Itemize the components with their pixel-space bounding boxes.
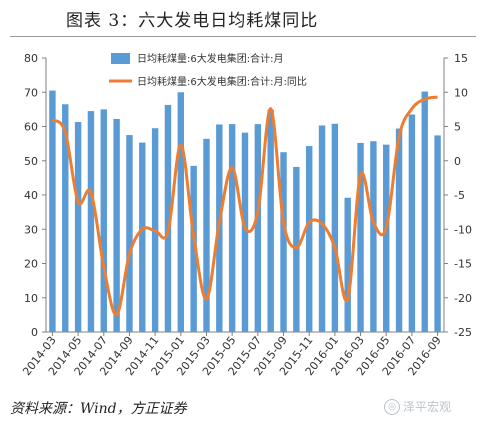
bar <box>100 109 107 332</box>
bar <box>254 124 262 332</box>
right-tick-label: 5 <box>454 121 461 134</box>
left-tick-label: 50 <box>24 155 38 168</box>
left-axis: 0 10 20 30 40 50 60 70 80 <box>24 52 46 339</box>
watermark-label: 泽平宏观 <box>403 400 452 414</box>
x-axis: 2014-032014-052014-072014-092014-112015-… <box>20 332 444 378</box>
bar <box>344 197 351 332</box>
bar <box>87 111 95 333</box>
bar <box>203 138 210 332</box>
right-tick-label: -25 <box>454 326 472 339</box>
bar <box>318 125 326 332</box>
bar <box>241 132 249 332</box>
left-tick-label: 60 <box>24 121 38 134</box>
yoy-line <box>51 95 438 317</box>
right-tick-label: -10 <box>454 223 472 236</box>
bar <box>331 123 339 332</box>
source-note: 资料来源：Wind，方正证券 <box>10 401 187 417</box>
bar <box>280 152 287 332</box>
bar <box>126 135 133 332</box>
right-tick-label: -5 <box>454 189 465 202</box>
bar <box>113 118 120 332</box>
bar-series <box>49 90 441 333</box>
bar <box>190 165 197 332</box>
left-tick-label: 40 <box>24 189 38 202</box>
left-tick-label: 80 <box>24 52 38 65</box>
bar <box>49 90 56 332</box>
left-tick-label: 30 <box>24 223 38 236</box>
bar <box>293 166 300 332</box>
right-tick-label: 0 <box>454 155 461 168</box>
left-tick-label: 0 <box>31 326 38 339</box>
right-axis: -25 -20 -15 -10 -5 0 5 10 15 <box>444 52 472 339</box>
bar <box>395 128 403 332</box>
bar <box>305 146 313 332</box>
bar <box>139 142 146 332</box>
right-tick-label: 10 <box>454 86 468 99</box>
left-tick-label: 70 <box>24 86 38 99</box>
right-tick-label: -15 <box>454 258 472 271</box>
chart-title: 图表 3：六大发电日均耗煤同比 <box>66 11 319 31</box>
bar <box>164 104 172 332</box>
bar <box>383 144 390 332</box>
bar <box>177 92 185 332</box>
bar <box>434 135 441 332</box>
bar <box>408 114 416 332</box>
line-series <box>51 95 438 317</box>
bar <box>267 109 274 332</box>
legend-line-label: 日均耗煤量:6大发电集团:合计:月:同比 <box>137 75 307 88</box>
legend-bar-label: 日均耗煤量:6大发电集团:合计:月 <box>137 52 283 65</box>
right-tick-label: -20 <box>454 292 472 305</box>
watermark: ◎ 泽平宏观 <box>384 398 451 415</box>
bar <box>228 124 236 332</box>
legend: 日均耗煤量:6大发电集团:合计:月 日均耗煤量:6大发电集团:合计:月:同比 <box>109 52 307 88</box>
legend-bar-swatch <box>111 53 130 64</box>
wechat-logo-icon: ◎ <box>384 398 400 415</box>
bar <box>370 141 377 332</box>
left-tick-label: 20 <box>24 258 38 271</box>
bar <box>74 122 82 332</box>
bar <box>62 104 69 332</box>
left-tick-label: 10 <box>24 292 38 305</box>
right-tick-label: 15 <box>454 52 468 65</box>
title-divider <box>10 36 476 37</box>
bar <box>357 142 364 332</box>
bar <box>421 91 428 332</box>
